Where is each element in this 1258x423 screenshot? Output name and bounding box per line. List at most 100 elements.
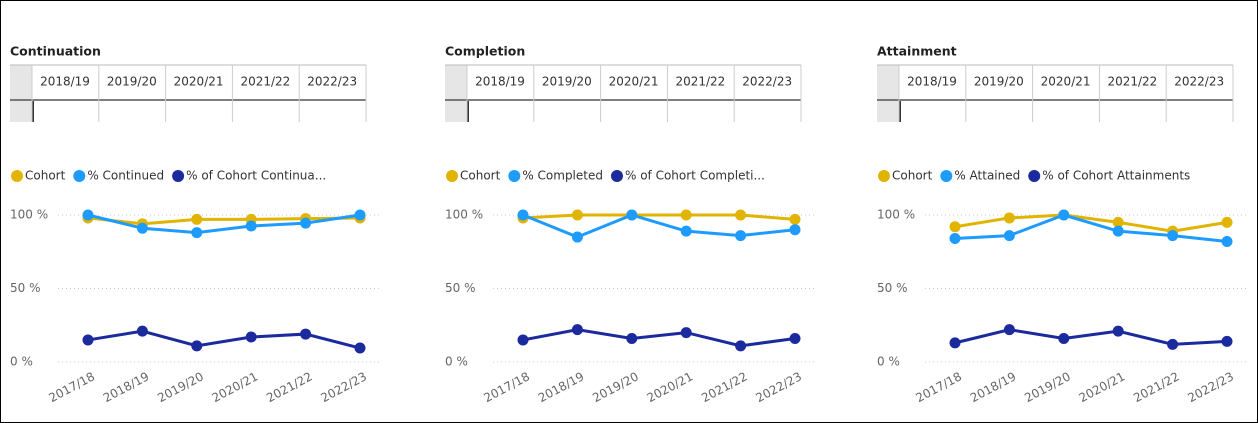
legend-marker [610,170,623,182]
data-point [1003,230,1015,242]
series-line [522,213,796,221]
series-line [522,328,796,348]
table-corner [877,65,899,122]
legend-label: % of Cohort Completi... [625,169,765,183]
data-point [82,209,94,221]
y-tick-label: 0 % [445,355,468,369]
legend-marker [73,170,86,182]
data-point [1112,216,1124,228]
data-point [1058,332,1070,344]
y-tick-label: 50 % [10,281,41,295]
data-point [949,221,961,233]
table-column-header: 2020/21 [174,75,224,89]
table-column-header: 2022/23 [307,75,357,89]
data-point [517,334,529,346]
data-point [517,209,529,221]
legend-label: % Completed [522,169,603,183]
y-tick-label: 100 % [877,208,915,222]
data-point [680,209,692,221]
panel-title: Attainment [877,44,957,59]
y-tick-label: 100 % [10,208,48,222]
y-tick-label: 100 % [445,208,483,222]
legend-label: Cohort [460,169,501,183]
series-line [87,213,361,235]
data-point [789,224,801,236]
panel-title: Completion [445,44,525,59]
legend-marker [172,170,185,182]
table-column-header: 2019/20 [974,75,1024,89]
series-line [954,213,1228,233]
table-corner [10,65,32,122]
y-tick-label: 50 % [445,281,476,295]
legend-marker [446,170,458,182]
y-tick-label: 0 % [877,355,900,369]
data-point [1167,230,1179,242]
table-column-header: 2019/20 [107,75,157,89]
table-column-header: 2018/19 [475,75,525,89]
data-point [136,222,148,234]
legend-label: Cohort [892,169,933,183]
table-column-header: 2020/21 [1041,75,1091,89]
data-point [735,230,747,242]
data-point [1221,335,1233,347]
table-column-header: 2021/22 [240,75,290,89]
table-column-header: 2021/22 [1107,75,1157,89]
data-point [191,340,203,352]
data-point [191,227,203,239]
data-point [1003,324,1015,336]
data-point [1058,209,1070,221]
legend-marker [1028,170,1041,182]
data-point [735,209,747,221]
data-point [949,337,961,349]
data-point [1221,216,1233,228]
table-column-header: 2019/20 [542,75,592,89]
data-point [571,231,583,243]
legend-label: % Attained [954,169,1020,183]
table-corner [445,65,467,122]
legend-label: % of Cohort Continua... [186,169,326,183]
y-tick-label: 0 % [10,355,33,369]
data-point [789,213,801,225]
data-point [571,324,583,336]
table-column-header: 2018/19 [40,75,90,89]
data-point [949,233,961,245]
panel-title: Continuation [10,44,101,59]
legend-marker [11,170,23,182]
series-line [954,213,1228,243]
series-line [522,213,796,239]
legend-marker [940,170,953,182]
data-point [136,325,148,337]
series-line [87,329,361,350]
data-point [680,225,692,237]
data-point [571,209,583,221]
legend-marker [878,170,890,182]
data-point [1167,338,1179,350]
data-point [680,327,692,339]
legend-label: Cohort [25,169,66,183]
series-line [954,328,1228,346]
data-point [300,217,312,229]
y-tick-label: 50 % [877,281,908,295]
data-point [1112,225,1124,237]
table-column-header: 2021/22 [675,75,725,89]
data-point [789,332,801,344]
data-point [82,334,94,346]
data-point [626,332,638,344]
legend-label: % Continued [87,169,164,183]
data-point [1003,212,1015,224]
data-point [300,328,312,340]
legend-label: % of Cohort Attainments [1042,169,1190,183]
legend-marker [508,170,521,182]
data-point [245,331,257,343]
data-point [245,220,257,232]
table-column-header: 2022/23 [742,75,792,89]
table-column-header: 2018/19 [907,75,957,89]
series-line [87,216,361,226]
data-point [1221,235,1233,247]
table-column-header: 2022/23 [1174,75,1224,89]
data-point [1112,325,1124,337]
data-point [626,209,638,221]
data-point [735,340,747,352]
table-column-header: 2020/21 [609,75,659,89]
